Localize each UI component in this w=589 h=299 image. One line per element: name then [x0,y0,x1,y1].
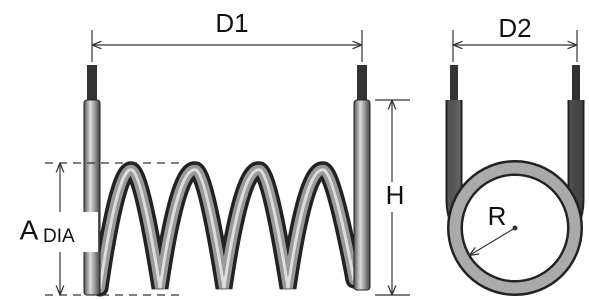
label-dia: DIA [43,226,75,247]
tube [354,100,370,290]
coil-side-view [450,65,580,288]
label-d1: D1 [215,8,248,38]
coil [100,170,354,288]
label-d2: D2 [498,13,531,43]
label-h: H [386,180,405,210]
diagram: D1 H A DIA D2 R [0,0,589,299]
thread [87,65,97,103]
thread [357,65,367,103]
tube [84,100,100,295]
label-a: A [20,214,39,245]
label-r: R [488,201,507,231]
